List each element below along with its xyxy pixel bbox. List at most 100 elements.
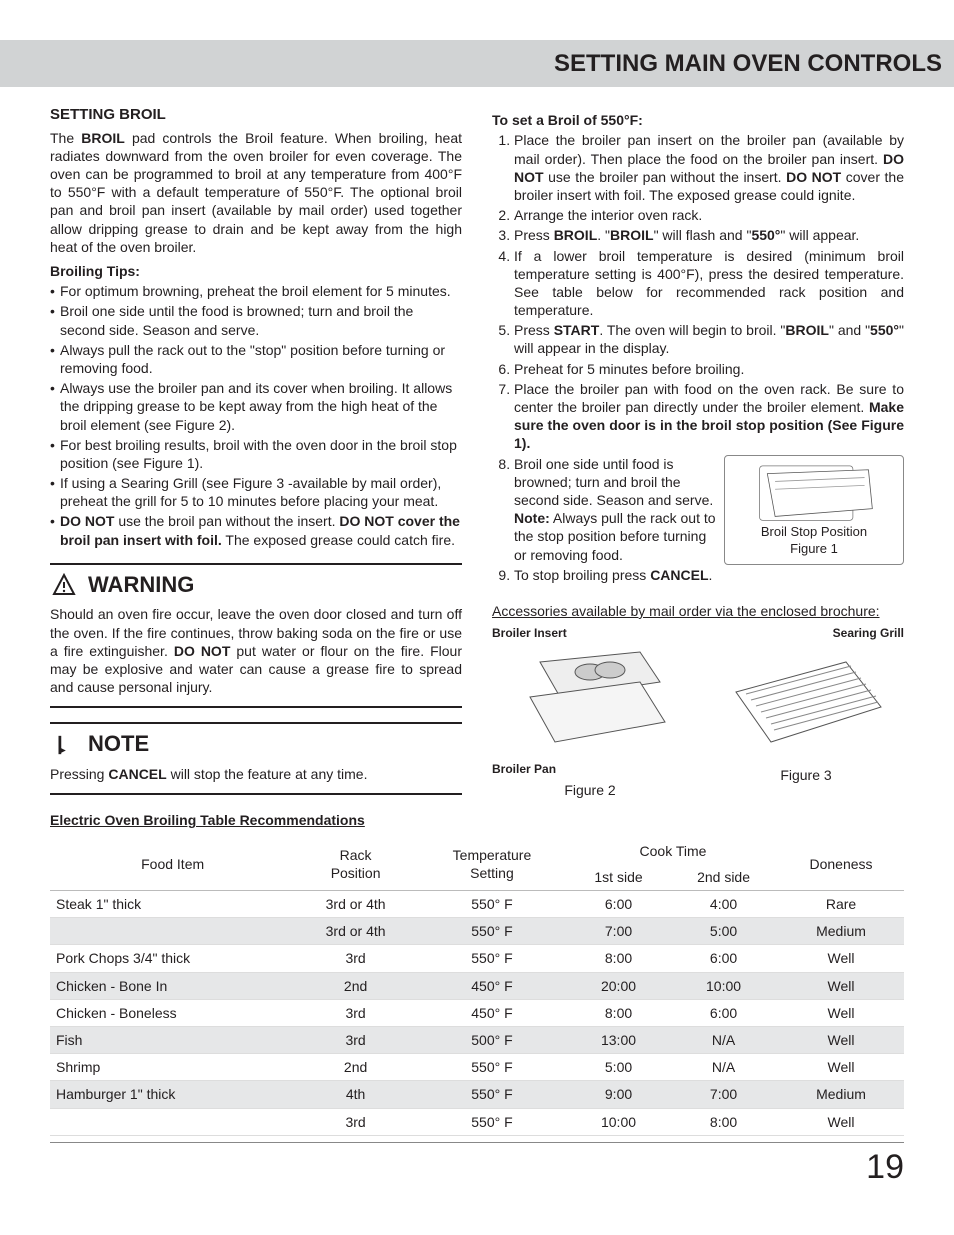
table-row: Chicken - Bone In2nd450° F20:0010:00Well (50, 972, 904, 999)
cell-s1: 9:00 (568, 1081, 669, 1108)
figure-1-caption-2: Figure 1 (790, 541, 838, 558)
step-text: Place the broiler pan insert on the broi… (514, 132, 904, 166)
cell-s1: 8:00 (568, 945, 669, 972)
step-item: If a lower broil temperature is desired … (514, 247, 904, 320)
warning-callout: WARNING Should an oven fire occur, leave… (50, 563, 462, 709)
header-band: SETTING MAIN OVEN CONTROLS (0, 40, 954, 87)
step-text: " will flash and " (654, 227, 752, 243)
tip-item: DO NOT use the broil pan without the ins… (50, 512, 462, 548)
cell-s2: 5:00 (669, 918, 778, 945)
broiling-table: Food Item RackPosition TemperatureSettin… (50, 838, 904, 1136)
cell-temp: 550° F (416, 945, 568, 972)
cell-food: Steak 1" thick (50, 891, 295, 918)
th-side1: 1st side (568, 864, 669, 891)
th-temp-1: Temperature (453, 847, 532, 863)
cell-done: Medium (778, 1081, 904, 1108)
note-callout: NOTE Pressing CANCEL will stop the featu… (50, 722, 462, 795)
intro-bold: BROIL (81, 130, 125, 146)
figure-1-caption-1: Broil Stop Position (761, 524, 867, 541)
th-rack-2: Position (331, 865, 381, 881)
step-bold: DO NOT (786, 169, 841, 185)
cell-done: Well (778, 999, 904, 1026)
cell-s1: 20:00 (568, 972, 669, 999)
th-cooktime: Cook Time (568, 838, 778, 864)
cell-temp: 500° F (416, 1026, 568, 1053)
cell-food: Hamburger 1" thick (50, 1081, 295, 1108)
cell-s2: 7:00 (669, 1081, 778, 1108)
step-bold: START (554, 322, 600, 338)
cell-rack: 3rd (295, 999, 416, 1026)
cell-done: Well (778, 945, 904, 972)
cell-rack: 3rd or 4th (295, 891, 416, 918)
accessories-section: Accessories available by mail order via … (492, 602, 904, 800)
tip-item: For optimum browning, preheat the broil … (50, 282, 462, 300)
cell-rack: 3rd (295, 945, 416, 972)
th-food: Food Item (50, 838, 295, 891)
note-icon (50, 732, 78, 758)
right-column: To set a Broil of 550°F: Place the broil… (492, 105, 904, 799)
table-title: Electric Oven Broiling Table Recommendat… (50, 811, 904, 829)
tip-item: Broil one side until the food is browned… (50, 302, 462, 338)
step-item: To stop broiling press CANCEL. (514, 566, 904, 584)
step-bold: BROIL (554, 227, 598, 243)
cell-food: Chicken - Bone In (50, 972, 295, 999)
cell-done: Well (778, 1108, 904, 1135)
warning-head: WARNING (50, 571, 462, 600)
broiling-tips-title: Broiling Tips: (50, 262, 462, 280)
tip-mid: use the broil pan without the insert. (114, 513, 339, 529)
step-bold: 550° (870, 322, 899, 338)
step-item: Press START. The oven will begin to broi… (514, 321, 904, 357)
cell-food: Shrimp (50, 1054, 295, 1081)
intro-post: pad controls the Broil feature. When bro… (50, 130, 462, 255)
figure-2-caption: Figure 2 (492, 781, 688, 799)
steps-list: Place the broiler pan insert on the broi… (492, 131, 904, 584)
page-header-title: SETTING MAIN OVEN CONTROLS (12, 48, 942, 79)
accessories-row: Broiler Insert Broiler Pan Figure 2 Sear… (492, 626, 904, 799)
table-row: Hamburger 1" thick4th550° F9:007:00Mediu… (50, 1081, 904, 1108)
figure-2-illustration (492, 642, 688, 762)
accessory-searing-grill: Searing Grill Figure 3 (708, 626, 904, 799)
warning-icon (50, 572, 78, 598)
step-bold: Note: (514, 510, 550, 526)
warning-title: WARNING (88, 571, 194, 600)
cell-temp: 550° F (416, 918, 568, 945)
cell-s1: 7:00 (568, 918, 669, 945)
step-text: . The oven will begin to broil. " (599, 322, 785, 338)
cell-s2: 10:00 (669, 972, 778, 999)
warning-body: Should an oven fire occur, leave the ove… (50, 605, 462, 696)
accessory-broiler: Broiler Insert Broiler Pan Figure 2 (492, 626, 688, 799)
cell-s1: 10:00 (568, 1108, 669, 1135)
cell-temp: 550° F (416, 1081, 568, 1108)
step-text: To stop broiling press (514, 567, 650, 583)
table-row: Chicken - Boneless3rd450° F8:006:00Well (50, 999, 904, 1026)
page-number: 19 (50, 1142, 904, 1189)
cell-food: Fish (50, 1026, 295, 1053)
cell-done: Rare (778, 891, 904, 918)
step-item: Preheat for 5 minutes before broiling. (514, 360, 904, 378)
cell-s2: 8:00 (669, 1108, 778, 1135)
cell-temp: 550° F (416, 891, 568, 918)
step-item: Place the broiler pan with food on the o… (514, 380, 904, 453)
step-text: Press (514, 322, 554, 338)
step-text: Place the broiler pan with food on the o… (514, 381, 904, 415)
note-head: NOTE (50, 730, 462, 759)
cell-s2: N/A (669, 1026, 778, 1053)
cell-rack: 2nd (295, 972, 416, 999)
figure-1-box: Broil Stop Position Figure 1 (724, 455, 904, 567)
step-text: " and " (829, 322, 870, 338)
steps-title: To set a Broil of 550°F: (492, 111, 904, 129)
step-item: Arrange the interior oven rack. (514, 206, 904, 224)
th-side2: 2nd side (669, 864, 778, 891)
accessories-title: Accessories available by mail order via … (492, 602, 904, 620)
cell-s2: N/A (669, 1054, 778, 1081)
figure-3-illustration (708, 642, 904, 762)
cell-s2: 4:00 (669, 891, 778, 918)
cell-food (50, 1108, 295, 1135)
cell-s1: 8:00 (568, 999, 669, 1026)
two-column-layout: SETTING BROIL The BROIL pad controls the… (50, 105, 904, 799)
cell-rack: 3rd or 4th (295, 918, 416, 945)
step-text: Broil one side until food is browned; tu… (514, 456, 713, 508)
step-bold: BROIL (610, 227, 654, 243)
cell-food (50, 918, 295, 945)
broiling-tips-list: For optimum browning, preheat the broil … (50, 282, 462, 549)
